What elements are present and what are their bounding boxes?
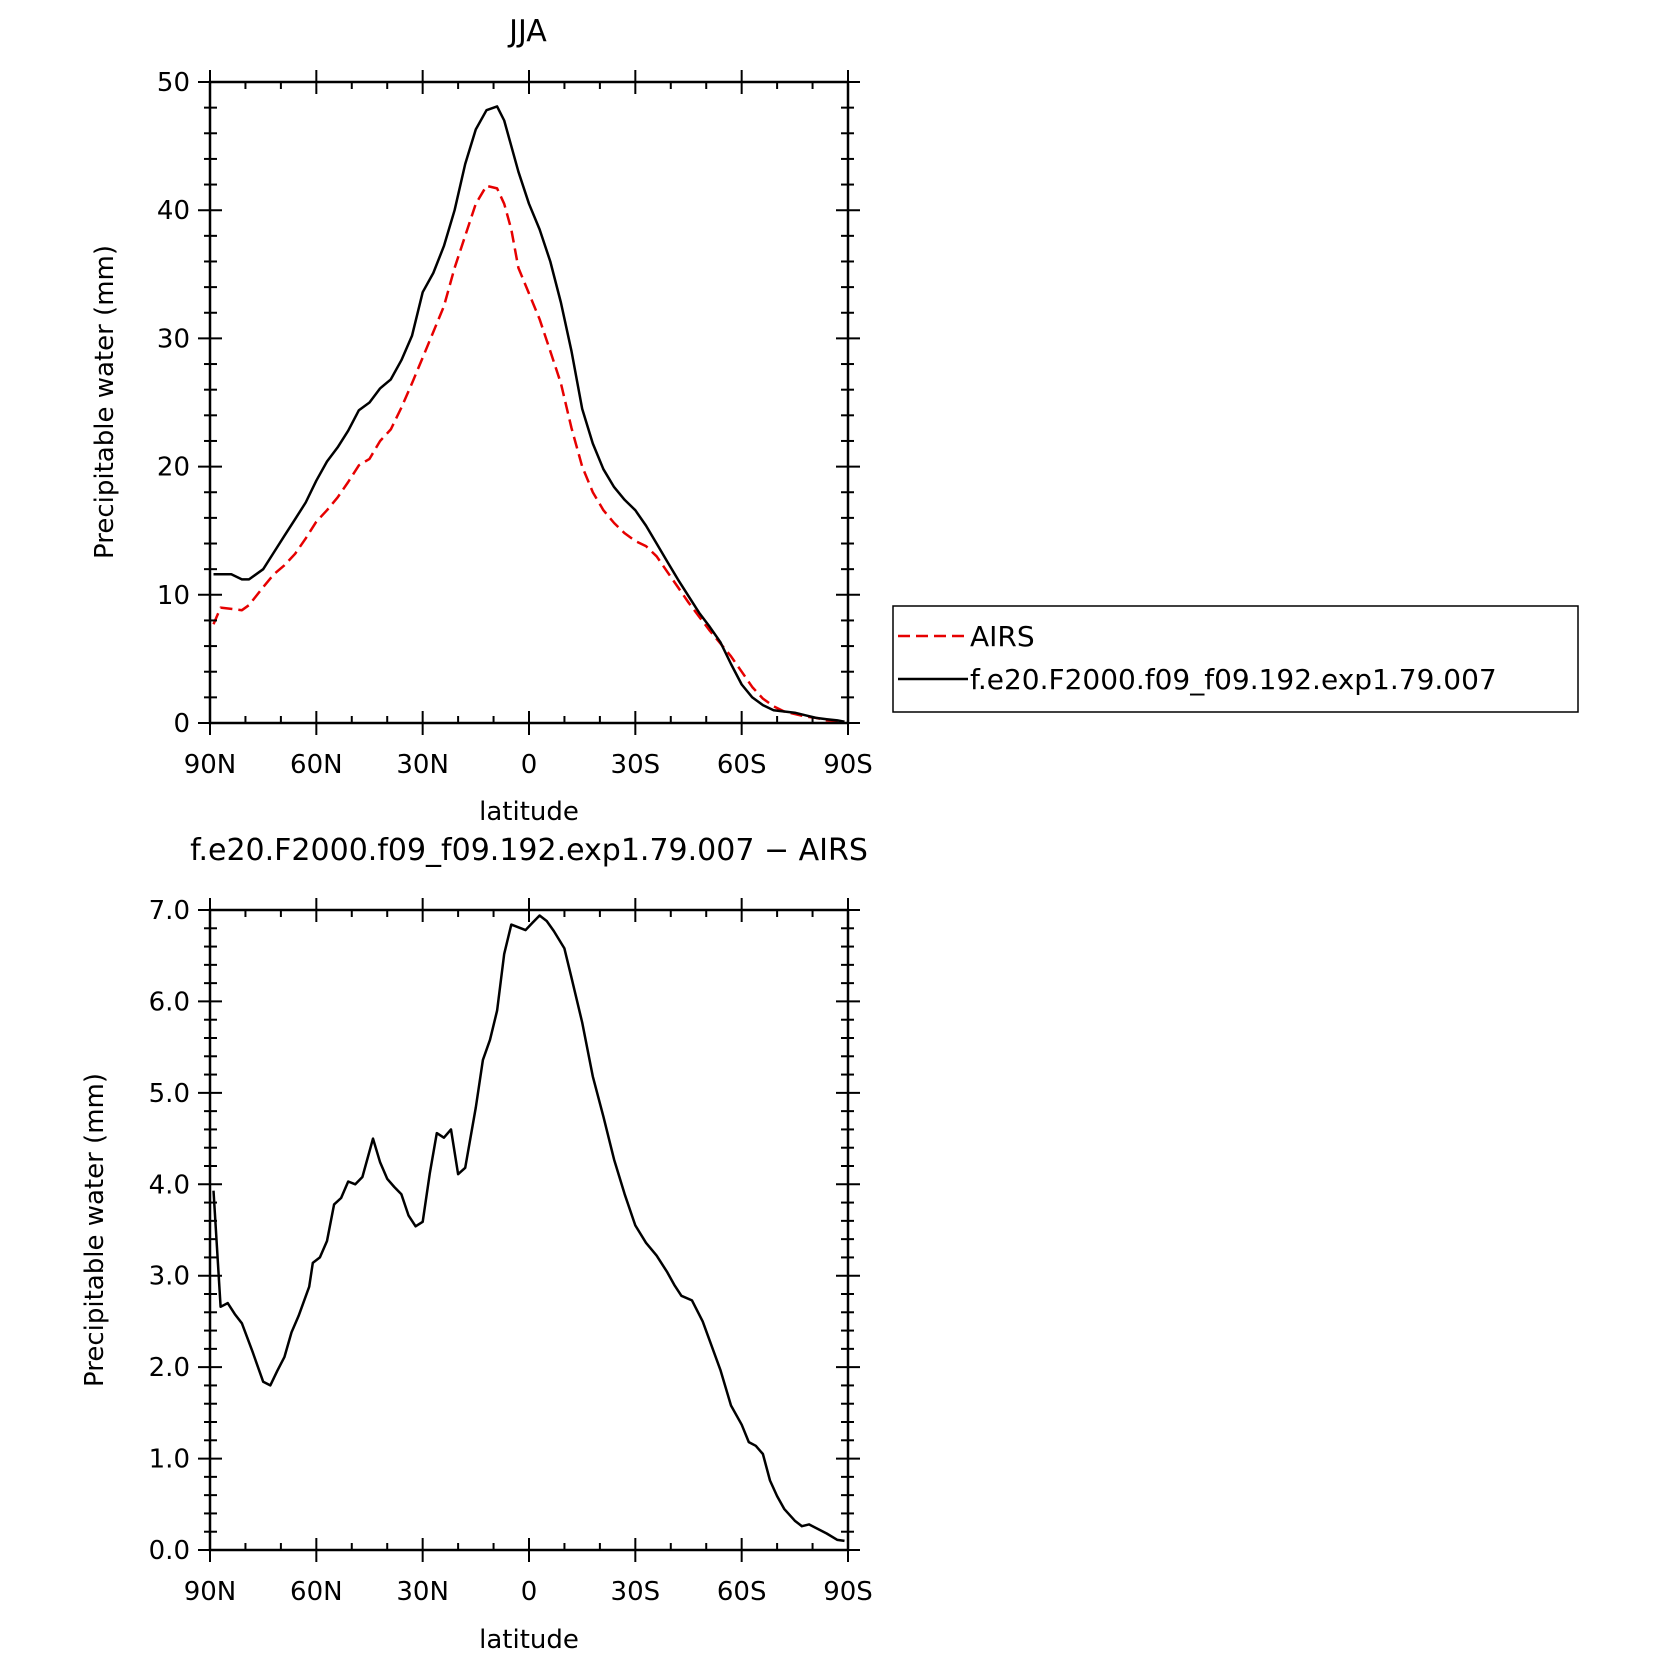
top-axis-ticks: 90N 60N 30N 0 30S 60S 90S 0 10 20 30 40 50 — [157, 68, 873, 780]
legend-box — [892, 605, 1579, 713]
top-x-tick-label: 30S — [611, 750, 661, 780]
legend: AIRS f.e20.F2000.f09_f09.192.exp1.79.007 — [892, 605, 1579, 713]
top-y-tick-label: 10 — [157, 581, 190, 611]
top-y-tick-label: 0 — [173, 709, 190, 739]
bottom-y-tick-label: 0.0 — [149, 1536, 190, 1566]
bottom-x-tick-label: 30S — [611, 1577, 661, 1607]
bottom-plot-area — [212, 914, 845, 1543]
top-panel: JJA 90N 60N 30N 0 30S 60S 90S 0 10 20 30 40 50 latit… — [90, 14, 873, 827]
legend-label-airs: AIRS — [970, 620, 1035, 653]
top-y-tick-label: 50 — [157, 68, 190, 98]
top-x-tick-label: 90N — [184, 750, 237, 780]
top-series-line-model — [213, 105, 845, 723]
bottom-y-tick-label: 3.0 — [149, 1262, 190, 1292]
bottom-x-tick-label: 0 — [521, 1577, 538, 1607]
bottom-x-axis-title: latitude — [479, 1625, 579, 1655]
bottom-y-tick-label: 6.0 — [149, 987, 190, 1017]
bottom-series-line-difference — [212, 914, 845, 1543]
bottom-x-tick-label: 90S — [823, 1577, 873, 1607]
top-series-line-airs — [212, 184, 845, 723]
bottom-y-axis-title: Precipitable water (mm) — [80, 1073, 110, 1387]
bottom-chart-title: f.e20.F2000.f09_f09.192.exp1.79.007 − AI… — [190, 833, 868, 868]
top-y-axis-title: Precipitable water (mm) — [90, 245, 120, 559]
bottom-x-tick-label: 60N — [290, 1577, 343, 1607]
bottom-y-tick-label: 4.0 — [149, 1170, 190, 1200]
top-x-tick-label: 60S — [717, 750, 767, 780]
top-plot-area — [212, 105, 845, 723]
top-x-axis-title: latitude — [479, 797, 579, 827]
top-x-tick-label: 60N — [290, 750, 343, 780]
legend-label-model: f.e20.F2000.f09_f09.192.exp1.79.007 — [970, 663, 1497, 696]
top-y-tick-label: 20 — [157, 453, 190, 483]
bottom-axis-ticks: 90N 60N 30N 0 30S 60S 90S 0.0 1.0 2.0 3.0 4.0 5.0 6.0… — [149, 896, 873, 1607]
bottom-y-tick-label: 2.0 — [149, 1353, 190, 1383]
top-x-tick-label: 0 — [521, 750, 538, 780]
top-chart-title: JJA — [507, 14, 547, 49]
bottom-y-tick-label: 1.0 — [149, 1445, 190, 1475]
bottom-x-tick-label: 60S — [717, 1577, 767, 1607]
bottom-x-tick-label: 90N — [184, 1577, 237, 1607]
bottom-x-tick-label: 30N — [396, 1577, 449, 1607]
bottom-y-tick-label: 7.0 — [149, 896, 190, 926]
top-y-tick-label: 30 — [157, 324, 190, 354]
top-y-tick-label: 40 — [157, 196, 190, 226]
bottom-panel: f.e20.F2000.f09_f09.192.exp1.79.007 − AI… — [80, 833, 873, 1655]
top-x-tick-label: 90S — [823, 750, 873, 780]
top-x-tick-label: 30N — [396, 750, 449, 780]
bottom-y-tick-label: 5.0 — [149, 1079, 190, 1109]
